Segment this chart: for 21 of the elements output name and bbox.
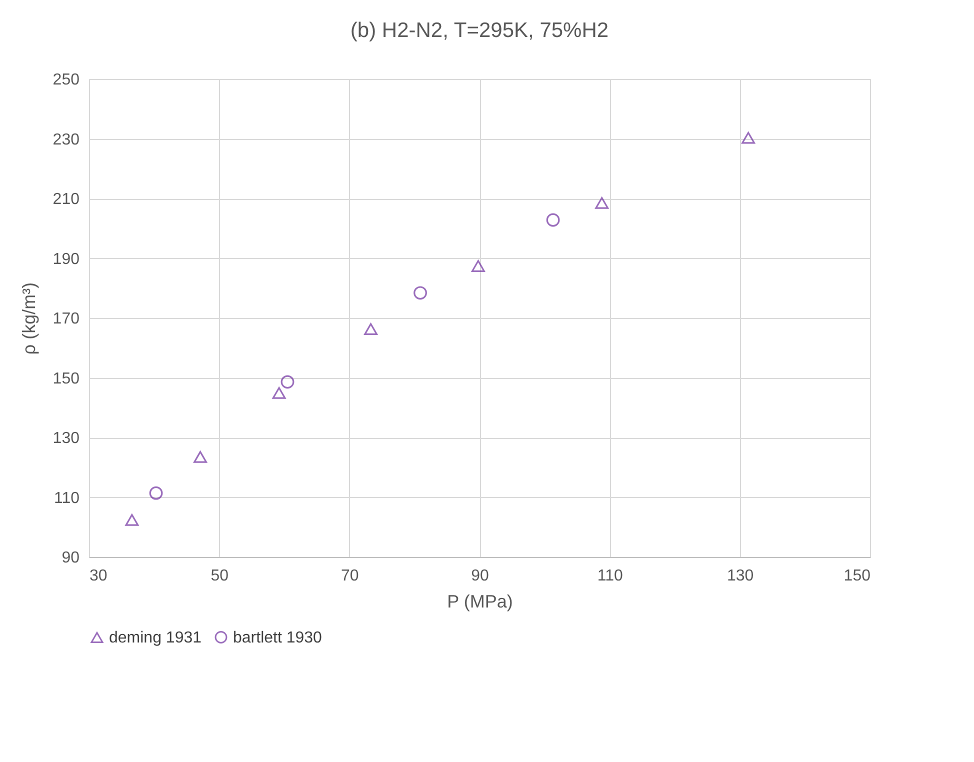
legend-label: deming 1931: [109, 630, 202, 646]
x-tick-label: 70: [340, 568, 359, 584]
y-tick-label: 150: [52, 370, 80, 388]
y-tick-label: 90: [62, 550, 80, 566]
y-tick-label: 210: [52, 191, 80, 208]
y-tick-label: 230: [52, 131, 80, 148]
y-axis-title: ρ (kg/m³): [18, 282, 39, 355]
x-tick-label: 110: [597, 568, 624, 584]
chart-title: (b) H2-N2, T=295K, 75%H2: [350, 19, 609, 42]
y-tick-label: 170: [52, 310, 80, 328]
y-tick-label: 190: [52, 250, 80, 268]
legend-label: bartlett 1930: [233, 629, 322, 646]
y-tick-label: 130: [52, 430, 80, 447]
x-tick-label: 50: [210, 568, 229, 584]
x-tick-label: 150: [844, 568, 871, 584]
x-tick-label: 90: [471, 568, 489, 584]
x-tick-label: 130: [726, 568, 754, 584]
x-axis-title: P (MPa): [447, 592, 513, 612]
y-tick-label: 110: [54, 490, 80, 507]
y-tick-label: 250: [52, 72, 80, 88]
x-tick-label: 30: [90, 568, 108, 584]
